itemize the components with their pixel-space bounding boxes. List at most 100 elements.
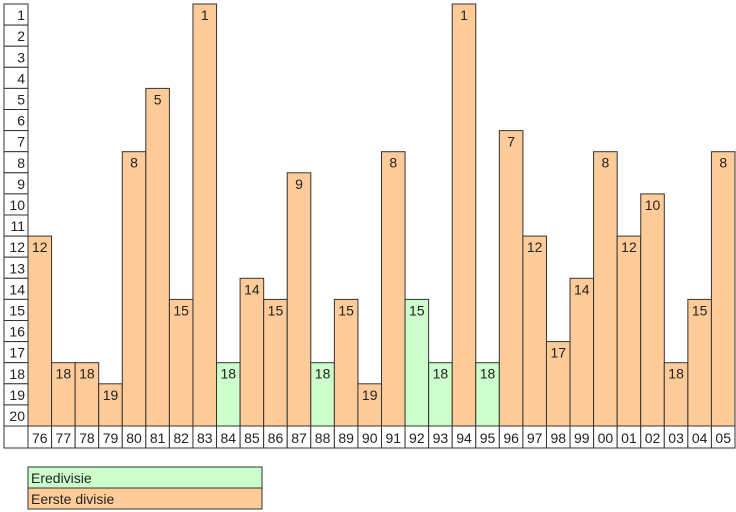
bar-label: 18	[56, 366, 72, 382]
bar-label: 18	[221, 366, 237, 382]
y-tick-label: 12	[9, 239, 25, 255]
bar-label: 18	[480, 366, 496, 382]
x-tick-label: 88	[315, 430, 331, 446]
x-tick-label: 82	[173, 430, 189, 446]
bar-label: 18	[315, 366, 331, 382]
bar-label: 12	[621, 239, 637, 255]
bar-label: 19	[103, 387, 119, 403]
y-tick-label: 17	[9, 345, 25, 361]
bar-label: 12	[32, 239, 48, 255]
x-tick-label: 94	[456, 430, 472, 446]
y-tick-label: 8	[17, 155, 25, 171]
x-tick-cell	[710, 425, 736, 449]
bar-01	[616, 235, 642, 427]
y-tick-label: 11	[10, 218, 25, 234]
y-tick-label: 7	[17, 134, 25, 150]
x-tick-label: 91	[385, 430, 401, 446]
y-tick-label: 9	[17, 176, 25, 192]
x-tick-label: 96	[503, 430, 519, 446]
bar-87	[286, 172, 312, 427]
bar-label: 7	[507, 134, 515, 150]
x-tick-label: 01	[621, 430, 637, 446]
bar-99	[569, 277, 595, 427]
bar-02	[640, 193, 665, 427]
x-tick-label: 87	[291, 430, 307, 446]
bar-96	[498, 130, 524, 427]
y-tick-label: 16	[9, 324, 25, 340]
x-tick-label: 79	[103, 430, 119, 446]
x-tick-label: 97	[527, 430, 543, 446]
x-tick-label: 84	[221, 430, 237, 446]
x-tick-label: 02	[645, 430, 661, 446]
bar-label: 5	[154, 91, 162, 107]
x-tick-label: 03	[668, 430, 684, 446]
y-tick-label: 4	[17, 70, 25, 86]
bar-label: 18	[668, 366, 684, 382]
y-tick-label: 18	[9, 366, 25, 382]
y-tick-label: 15	[9, 303, 25, 319]
x-tick-label: 89	[338, 430, 354, 446]
y-tick-label: 19	[9, 387, 25, 403]
x-tick-label: 86	[268, 430, 284, 446]
x-tick-label: 77	[56, 430, 72, 446]
x-axis-corner	[3, 425, 29, 449]
y-tick-label: 20	[9, 408, 25, 424]
bar-83	[192, 3, 218, 427]
x-tick-label: 90	[362, 430, 378, 446]
bar-label: 15	[173, 302, 189, 318]
bar-label: 15	[692, 302, 708, 318]
y-tick-label: 10	[9, 197, 25, 213]
bar-05	[710, 151, 736, 427]
x-tick-label: 99	[574, 430, 590, 446]
y-tick-label: 3	[17, 49, 25, 65]
x-tick-label: 85	[244, 430, 260, 446]
x-tick-label: 05	[715, 430, 731, 446]
legend-label: Eerste divisie	[31, 491, 114, 507]
y-tick-label: 2	[17, 28, 25, 44]
bar-97	[522, 235, 547, 427]
bar-label: 15	[409, 302, 425, 318]
y-tick-label: 1	[17, 7, 25, 23]
bar-91	[381, 151, 406, 427]
bar-label: 15	[338, 302, 354, 318]
bar-81	[145, 87, 170, 427]
bar-label: 14	[574, 281, 590, 297]
x-tick-label: 93	[433, 430, 449, 446]
bar-label: 15	[268, 302, 284, 318]
x-tick-label: 76	[32, 430, 48, 446]
legend-item-E	[27, 487, 263, 510]
x-tick-label: 80	[126, 430, 142, 446]
bar-label: 17	[550, 345, 566, 361]
bar-76	[27, 235, 53, 427]
bar-label: 18	[433, 366, 449, 382]
y-tick-label: 5	[17, 92, 25, 108]
x-tick-label: 83	[197, 430, 213, 446]
bar-label: 12	[527, 239, 543, 255]
x-tick-label: 00	[598, 430, 614, 446]
legend-label: Eredivisie	[31, 470, 92, 486]
y-tick-label: 13	[9, 260, 25, 276]
bar-label: 10	[645, 197, 661, 213]
x-tick-label: 04	[692, 430, 708, 446]
bar-label: 14	[244, 281, 260, 297]
bar-label: 9	[295, 176, 303, 192]
bar-label: 8	[719, 155, 727, 171]
y-tick-label: 14	[9, 281, 25, 297]
bar-00	[593, 151, 618, 427]
bar-85	[239, 277, 265, 427]
bar-label: 19	[362, 387, 378, 403]
bar-80	[121, 151, 147, 427]
x-tick-label: 92	[409, 430, 425, 446]
x-tick-label: 98	[550, 430, 566, 446]
bar-label: 8	[130, 155, 138, 171]
bar-label: 18	[79, 366, 95, 382]
x-tick-label: 78	[79, 430, 95, 446]
bar-label: 8	[389, 155, 397, 171]
y-tick-label: 6	[17, 113, 25, 129]
bar-94	[451, 3, 477, 427]
x-tick-label: 95	[480, 430, 496, 446]
x-tick-label: 81	[150, 430, 166, 446]
bar-label: 1	[201, 7, 209, 23]
bar-label: 8	[601, 155, 609, 171]
